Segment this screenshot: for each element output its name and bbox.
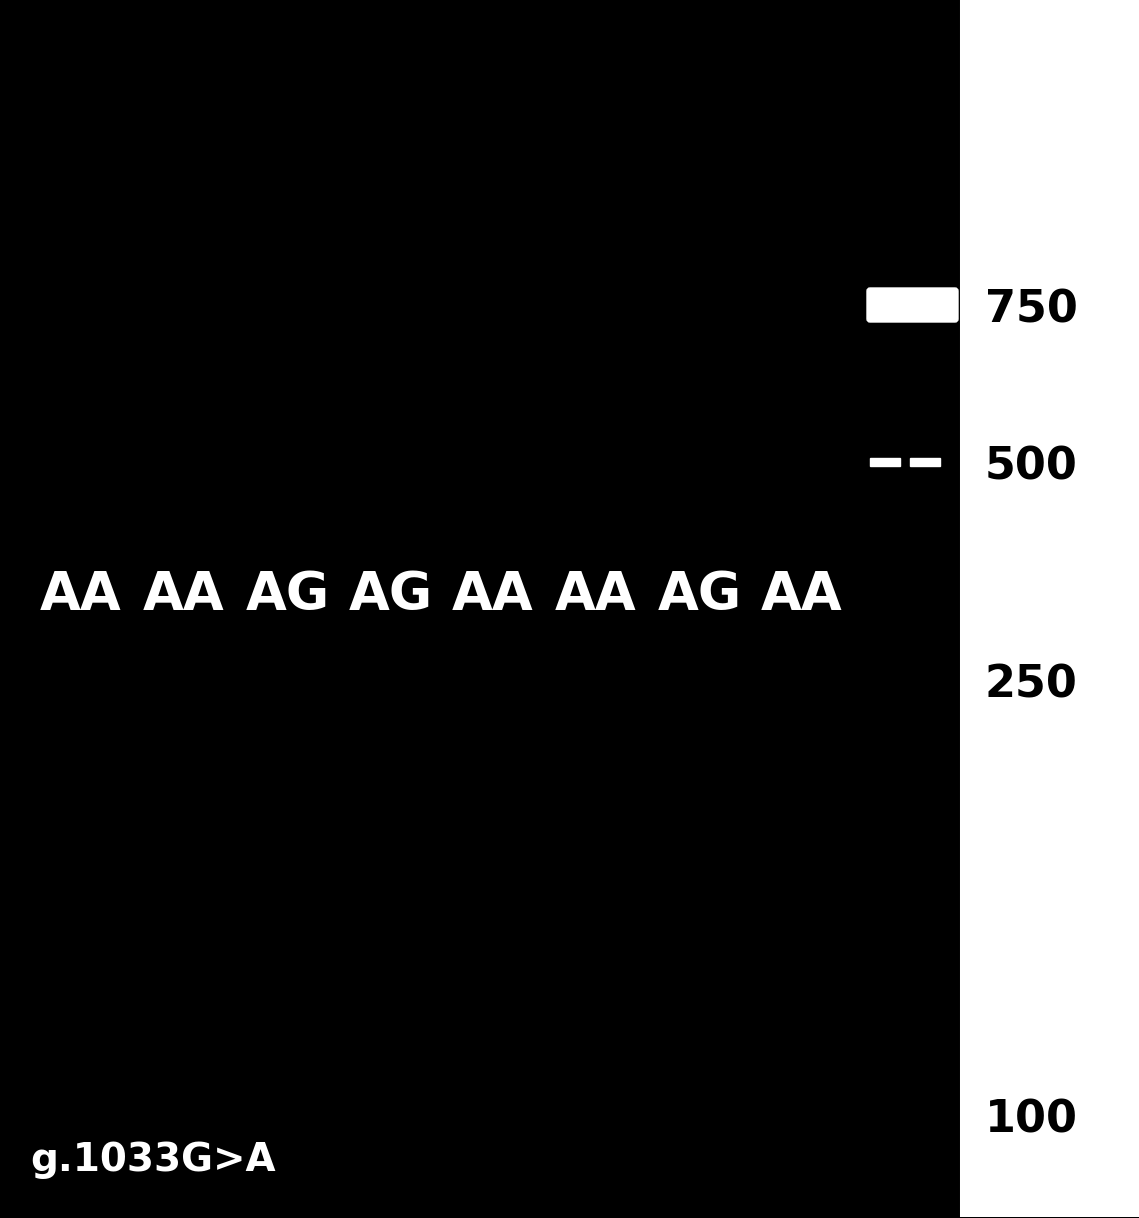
- Text: 100: 100: [985, 1099, 1077, 1141]
- Text: 750: 750: [985, 289, 1077, 331]
- FancyBboxPatch shape: [867, 287, 958, 322]
- Text: AA: AA: [144, 569, 224, 621]
- Text: AA: AA: [761, 569, 843, 621]
- Text: AA: AA: [452, 569, 534, 621]
- Text: AG: AG: [658, 569, 743, 621]
- Text: AA: AA: [555, 569, 637, 621]
- Bar: [870, 458, 900, 466]
- Text: g.1033G>A: g.1033G>A: [30, 1141, 276, 1179]
- Text: AG: AG: [246, 569, 330, 621]
- Text: AG: AG: [349, 569, 433, 621]
- Text: AA: AA: [40, 569, 122, 621]
- Bar: [910, 458, 940, 466]
- Text: 250: 250: [985, 664, 1077, 706]
- Text: 500: 500: [985, 446, 1077, 488]
